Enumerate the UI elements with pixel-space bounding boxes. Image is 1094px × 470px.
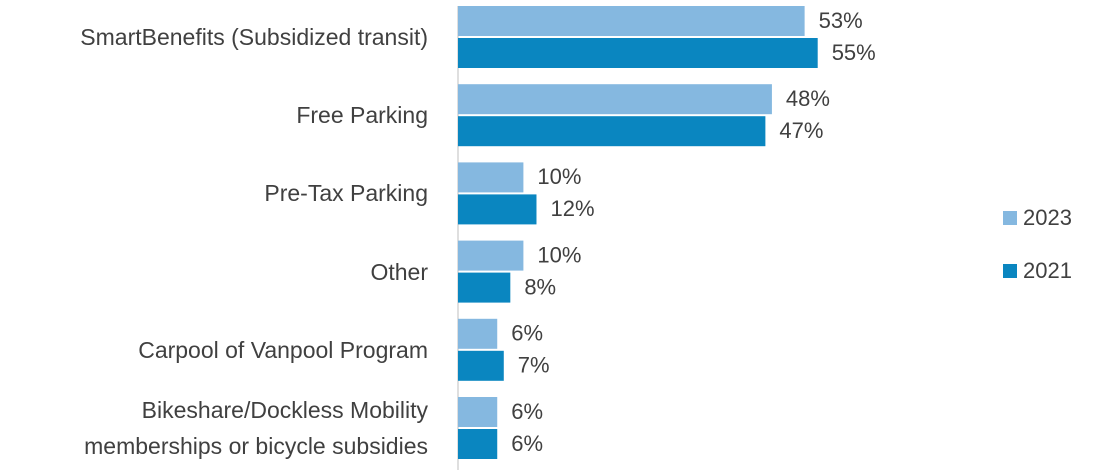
value-label: 8% [524,274,556,299]
category-label: SmartBenefits (Subsidized transit) [80,24,428,50]
bar [458,194,537,225]
value-label: 12% [550,196,594,221]
bar [458,116,766,147]
value-label: 10% [537,242,581,267]
category-label: Other [370,258,428,285]
value-label: 6% [511,399,543,424]
legend-label: 2023 [1023,205,1072,230]
legend-label: 2021 [1023,258,1072,283]
value-label: 47% [779,118,823,143]
bar [458,240,524,271]
category-label: Bikeshare/Dockless Mobility memberships … [84,397,428,459]
bar [458,84,772,115]
bar [458,162,524,193]
bar [458,350,504,381]
value-label: 6% [511,321,543,346]
category-label: Carpool of Vanpool Program [138,336,428,363]
bar [458,272,511,303]
category-label: Free Parking [296,102,428,129]
bar [458,429,498,459]
legend-swatch [1003,211,1017,225]
category-label: Pre-Tax Parking [264,180,428,207]
value-label: 7% [518,353,550,378]
bar [458,6,805,36]
value-label: 6% [511,431,543,456]
bar [458,38,818,68]
value-label: 53% [819,8,863,33]
bar [458,318,498,349]
value-label: 55% [832,40,876,65]
legend-swatch [1003,264,1017,278]
bar [458,397,498,427]
value-label: 10% [537,164,581,189]
value-label: 48% [786,86,830,111]
